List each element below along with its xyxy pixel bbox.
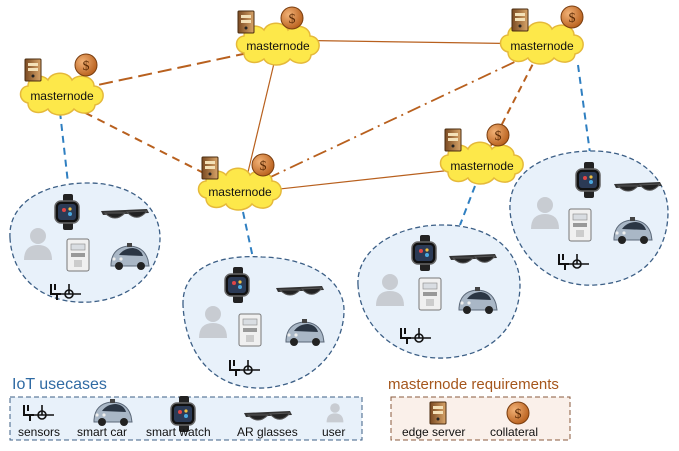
masternode-topright: masternode — [499, 5, 584, 65]
legend-iot: IoT usecases sensors smart car smart wat… — [9, 376, 363, 441]
link-rightmid-topright — [479, 49, 541, 168]
masternode-topcenter: masternode — [235, 6, 320, 66]
masternode-label: masternode — [450, 159, 514, 173]
link-left-topcenter — [59, 46, 277, 94]
link-topcenter-topright — [275, 39, 541, 45]
cluster-links — [59, 64, 591, 259]
legend-iot-item-sensors: sensors — [18, 425, 60, 439]
legend-mn-title: masternode requirements — [388, 376, 559, 393]
cluster-link-1 — [59, 111, 69, 184]
masternode-rightmid: masternode — [439, 123, 524, 185]
legend-mn-item-collateral: collateral — [490, 425, 538, 439]
masternode-links — [59, 39, 541, 194]
collateral-coin-icon — [74, 53, 98, 77]
cluster-link-4 — [577, 64, 591, 154]
masternode-label: masternode — [246, 39, 310, 53]
meter-icon — [238, 313, 262, 347]
iot-cluster-3 — [357, 224, 521, 359]
iot-cluster-2 — [182, 256, 345, 389]
iot-cluster-1 — [9, 182, 161, 303]
link-center-topright — [242, 49, 541, 191]
cluster-link-2 — [242, 211, 254, 259]
link-center-rightmid — [242, 166, 481, 194]
meter-icon — [66, 238, 90, 272]
masternode-label: masternode — [208, 185, 272, 199]
collateral-coin-icon — [280, 6, 304, 30]
legend-mn: masternode requirements edge server coll… — [388, 376, 571, 441]
legend-iot-item-smart-watch: smart watch — [146, 425, 211, 439]
legend-iot-item-ar-glasses: AR glasses — [237, 425, 298, 439]
masternode-label: masternode — [510, 39, 574, 53]
legend-iot-title: IoT usecases — [12, 376, 107, 393]
edge-server-icon — [511, 8, 529, 32]
legend-mn-item-edge-server: edge server — [402, 425, 465, 439]
collateral-coin-icon — [560, 5, 584, 29]
link-topcenter-center — [242, 54, 277, 194]
collateral-coin-icon — [251, 153, 275, 177]
legend-iot-item-smart-car: smart car — [77, 425, 127, 439]
edge-server-icon — [237, 10, 255, 34]
edge-server-icon — [444, 128, 462, 152]
edge-server-icon — [201, 156, 219, 180]
collateral-legend-icon — [506, 401, 530, 425]
edge-server-icon — [24, 58, 42, 82]
collateral-coin-icon — [486, 123, 510, 147]
masternode-left: masternode — [19, 53, 104, 116]
masternode-center: masternode — [197, 153, 282, 211]
cluster-link-3 — [459, 185, 476, 226]
edge-server-legend-icon — [429, 401, 447, 425]
iot-cluster-4 — [509, 150, 669, 286]
masternode-label: masternode — [30, 89, 94, 103]
legend-iot-item-user: user — [322, 425, 345, 439]
meter-icon — [568, 208, 592, 242]
meter-icon — [418, 277, 442, 311]
